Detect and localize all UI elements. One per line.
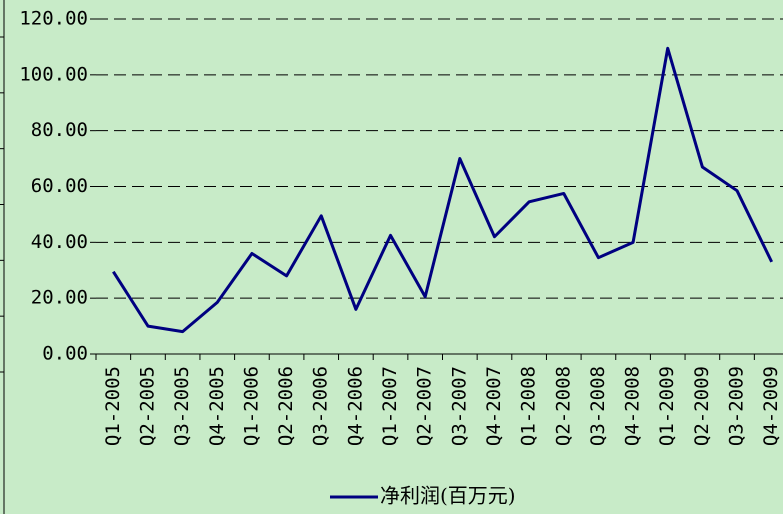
x-tick-label: Q4-2008 <box>622 366 644 446</box>
y-tick-label: 40.00 <box>31 231 88 253</box>
x-tick-label: Q3-2008 <box>587 366 609 446</box>
y-tick-label: 120.00 <box>19 8 88 30</box>
y-tick-label: 0.00 <box>42 343 88 365</box>
y-tick-label: 60.00 <box>31 175 88 197</box>
x-tick-label: Q2-2007 <box>414 366 436 446</box>
x-tick-label: Q1-2009 <box>656 366 678 446</box>
x-tick-label: Q1-2007 <box>379 366 401 446</box>
x-tick-label: Q3-2005 <box>171 366 193 446</box>
x-tick-label: Q2-2006 <box>275 366 297 446</box>
x-tick-label: Q2-2009 <box>691 366 713 446</box>
y-tick-label: 80.00 <box>31 119 88 141</box>
x-tick-label: Q4-2009 <box>760 366 782 446</box>
y-tick-label: 100.00 <box>19 63 88 85</box>
x-tick-label: Q1-2005 <box>102 366 124 446</box>
x-tick-label: Q2-2005 <box>136 366 158 446</box>
x-tick-label: Q4-2007 <box>483 366 505 446</box>
x-tick-label: Q1-2008 <box>518 366 540 446</box>
y-tick-label: 20.00 <box>31 287 88 309</box>
x-tick-label: Q4-2006 <box>344 366 366 446</box>
x-tick-label: Q4-2005 <box>206 366 228 446</box>
x-tick-label: Q2-2008 <box>552 366 574 446</box>
legend-label: 净利润(百万元) <box>380 484 516 508</box>
x-tick-label: Q3-2006 <box>310 366 332 446</box>
x-tick-label: Q1-2006 <box>240 366 262 446</box>
line <box>112 46 774 334</box>
x-tick-label: Q3-2009 <box>726 366 748 446</box>
x-tick-label: Q3-2007 <box>448 366 470 446</box>
